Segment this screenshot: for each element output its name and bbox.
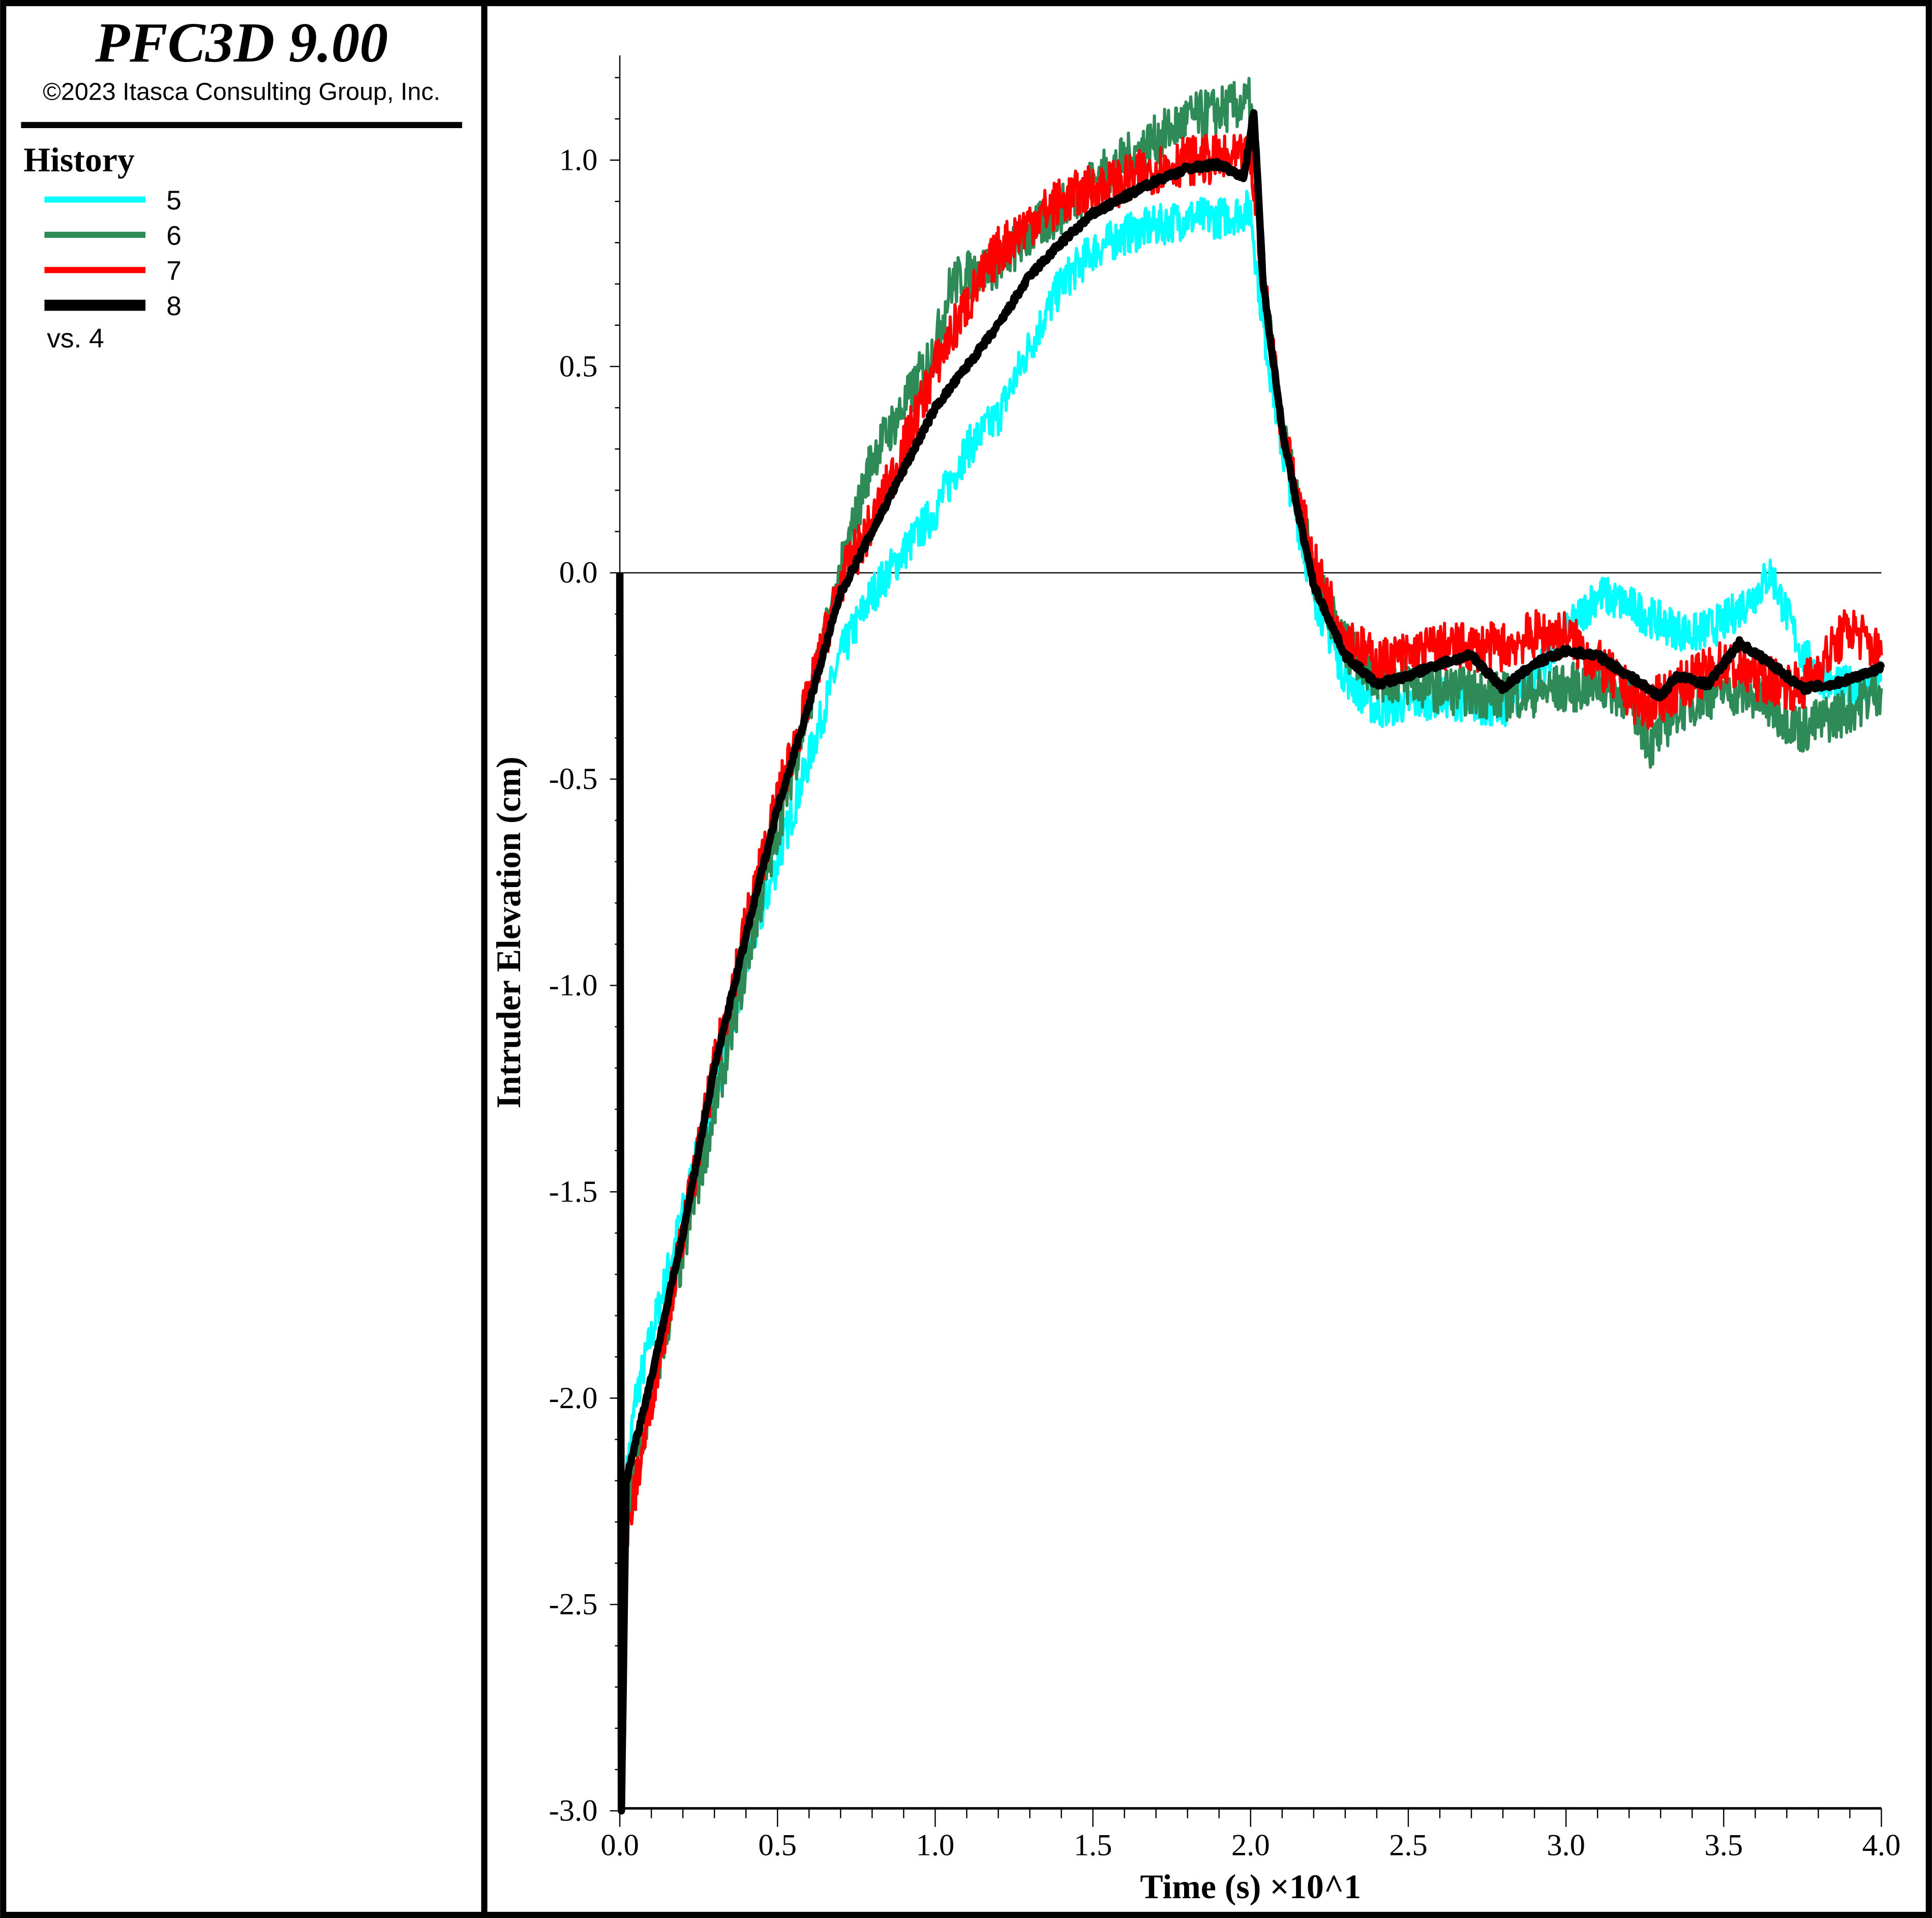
- legend-label: 7: [166, 256, 182, 286]
- legend-item: 8: [44, 291, 182, 321]
- y-tick-label: -1.5: [549, 1175, 598, 1209]
- y-tick-label: -3.0: [549, 1794, 598, 1828]
- series-line-5: [624, 190, 1883, 1502]
- y-tick-label: -1.0: [549, 968, 598, 1002]
- legend-section-title: History: [23, 141, 135, 179]
- vs-label: vs. 4: [47, 323, 104, 353]
- x-tick-label: 3.0: [1547, 1828, 1585, 1862]
- chart-area: 1.00.50.0-0.5-1.0-1.5-2.0-2.5-3.00.0 0.5 1…: [490, 55, 1901, 1906]
- copyright-text: ©2023 Itasca Consulting Group, Inc.: [43, 78, 440, 105]
- legend-label: 8: [166, 291, 182, 321]
- y-tick-label: -2.5: [549, 1588, 598, 1622]
- legend-item: 5: [44, 186, 182, 216]
- y-tick-label: -0.5: [549, 762, 598, 796]
- header-rule: [21, 121, 462, 129]
- y-tick-label: 0.5: [559, 349, 598, 383]
- legend-label: 5: [166, 186, 182, 216]
- x-tick-label: 4.0: [1862, 1828, 1901, 1862]
- x-tick-label: 0.5: [758, 1828, 797, 1862]
- legend-panel: PFC3D 9.00 ©2023 Itasca Consulting Group…: [21, 12, 462, 353]
- x-tick-label: 0.0: [600, 1828, 639, 1862]
- x-tick-label: 3.5: [1704, 1828, 1743, 1862]
- legend-label: 6: [166, 221, 182, 251]
- y-tick-label: 1.0: [559, 143, 598, 177]
- y-tick-label: 0.0: [559, 556, 598, 590]
- legend-item: 6: [44, 221, 182, 251]
- app-title: PFC3D 9.00: [95, 12, 388, 74]
- x-tick-label: 2.0: [1231, 1828, 1270, 1862]
- x-tick-label: 1.0: [916, 1828, 955, 1862]
- x-axis-label: Time (s) ×10^1: [1140, 1868, 1361, 1906]
- y-axis-label: Intruder Elevation (cm): [490, 756, 528, 1108]
- series-line-8: [616, 109, 1885, 1815]
- legend-item: 7: [44, 256, 182, 286]
- x-tick-label: 2.5: [1389, 1828, 1428, 1862]
- y-tick-label: -2.0: [549, 1381, 598, 1415]
- x-tick-label: 1.5: [1074, 1828, 1112, 1862]
